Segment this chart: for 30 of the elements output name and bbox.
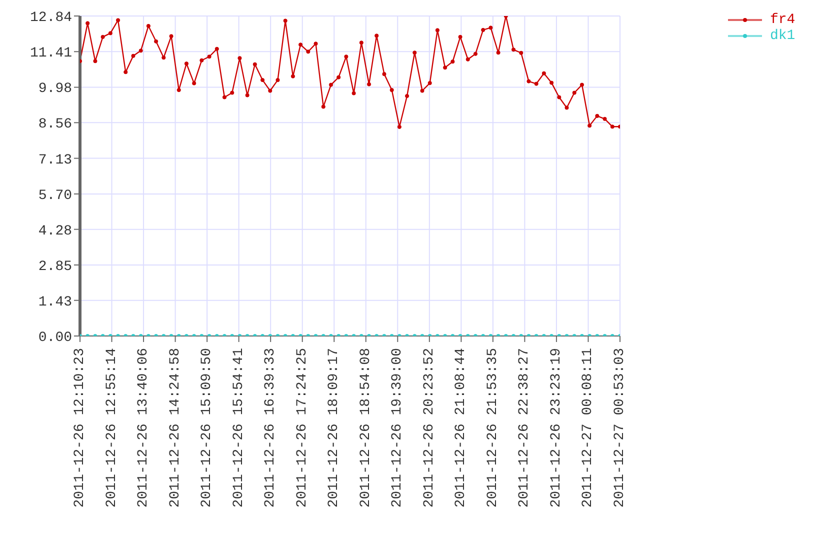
x-tick-label: 2011-12-27 00:53:03 [612, 348, 628, 508]
x-tick-label: 2011-12-26 21:08:44 [453, 348, 470, 508]
x-tick-label: 2011-12-26 16:39:33 [262, 348, 279, 508]
x-tick-label: 2011-12-26 22:38:27 [516, 348, 533, 508]
y-tick-label: 7.13 [38, 152, 72, 168]
x-tick-label: 2011-12-26 15:09:50 [199, 348, 216, 508]
x-tick-label: 2011-12-26 23:23:19 [548, 348, 564, 508]
x-tick-label: 2011-12-26 13:40:06 [136, 348, 152, 508]
x-tick-label: 2011-12-26 12:55:14 [104, 348, 120, 508]
y-tick-label: 5.70 [38, 188, 72, 204]
y-tick-label: 4.28 [38, 223, 72, 240]
x-tick-label: 2011-12-26 17:24:25 [294, 348, 310, 508]
y-tick-label: 1.43 [38, 294, 72, 310]
y-tick-label: 12.84 [30, 10, 72, 26]
x-tick-label: 2011-12-26 18:54:08 [358, 348, 374, 508]
x-tick-label: 2011-12-26 21:53:35 [484, 348, 501, 508]
x-tick-label: 2011-12-26 19:39:00 [390, 348, 406, 508]
x-tick-label: 2011-12-26 14:24:58 [167, 348, 184, 508]
x-tick-label: 2011-12-26 15:54:41 [230, 348, 247, 508]
legend-label: fr4 [770, 12, 796, 28]
y-tick-label: 0.00 [38, 330, 72, 346]
x-tick-label: 2011-12-26 20:23:52 [421, 348, 438, 508]
x-tick-label: 2011-12-27 00:08:11 [580, 348, 596, 508]
legend-label: dk1 [770, 28, 796, 44]
y-tick-label: 11.41 [30, 46, 72, 62]
y-tick-label: 2.85 [38, 258, 72, 275]
y-tick-label: 8.56 [38, 116, 72, 133]
x-tick-label: 2011-12-26 12:10:23 [72, 348, 88, 508]
y-tick-label: 9.98 [38, 81, 72, 98]
x-tick-label: 2011-12-26 18:09:17 [326, 348, 342, 508]
